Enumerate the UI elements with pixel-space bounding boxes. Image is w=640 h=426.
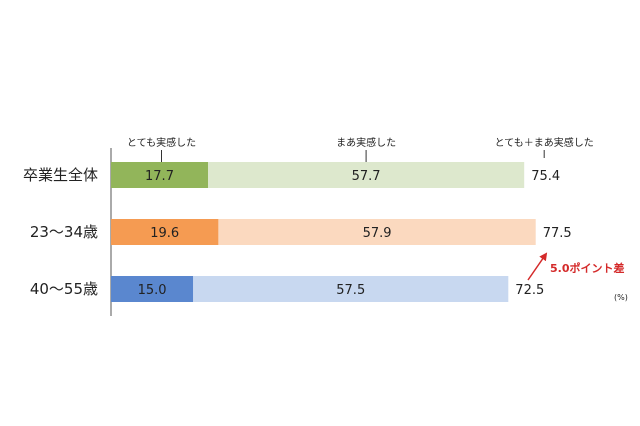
value-total-2: 72.5 <box>515 283 544 298</box>
difference-callout: 5.0ポイント差 <box>550 261 625 275</box>
value-strong-1: 19.6 <box>150 226 179 241</box>
value-strong-0: 17.7 <box>145 169 174 184</box>
value-moderate-1: 57.9 <box>363 226 392 241</box>
value-strong-2: 15.0 <box>138 283 167 298</box>
bar-moderate-1 <box>218 219 536 245</box>
labels-layer: 卒業生全体 17.7 57.7 75.4 23〜34歳 19.6 57.9 77.5 40〜55… <box>23 136 628 302</box>
category-label-0: 卒業生全体 <box>23 166 98 184</box>
unit-label: (%) <box>614 293 628 302</box>
bar-moderate-2 <box>193 276 509 302</box>
bar-moderate-0 <box>207 162 525 188</box>
bar-strong-1 <box>111 219 219 245</box>
bars-layer <box>110 148 548 316</box>
legend-total-label: とても＋まあ実感した <box>495 136 594 149</box>
legend-moderate-label: まあ実感した <box>336 136 396 149</box>
difference-arrow <box>527 252 548 281</box>
value-moderate-2: 57.5 <box>336 283 365 298</box>
category-label-2: 40〜55歳 <box>30 280 98 298</box>
bar-strong-0 <box>111 162 208 188</box>
value-total-1: 77.5 <box>543 226 572 241</box>
legend-strong-label: とても実感した <box>127 136 196 149</box>
value-total-0: 75.4 <box>531 169 560 184</box>
bar-strong-2 <box>111 276 194 302</box>
value-moderate-0: 57.7 <box>352 169 381 184</box>
category-label-1: 23〜34歳 <box>30 223 98 241</box>
